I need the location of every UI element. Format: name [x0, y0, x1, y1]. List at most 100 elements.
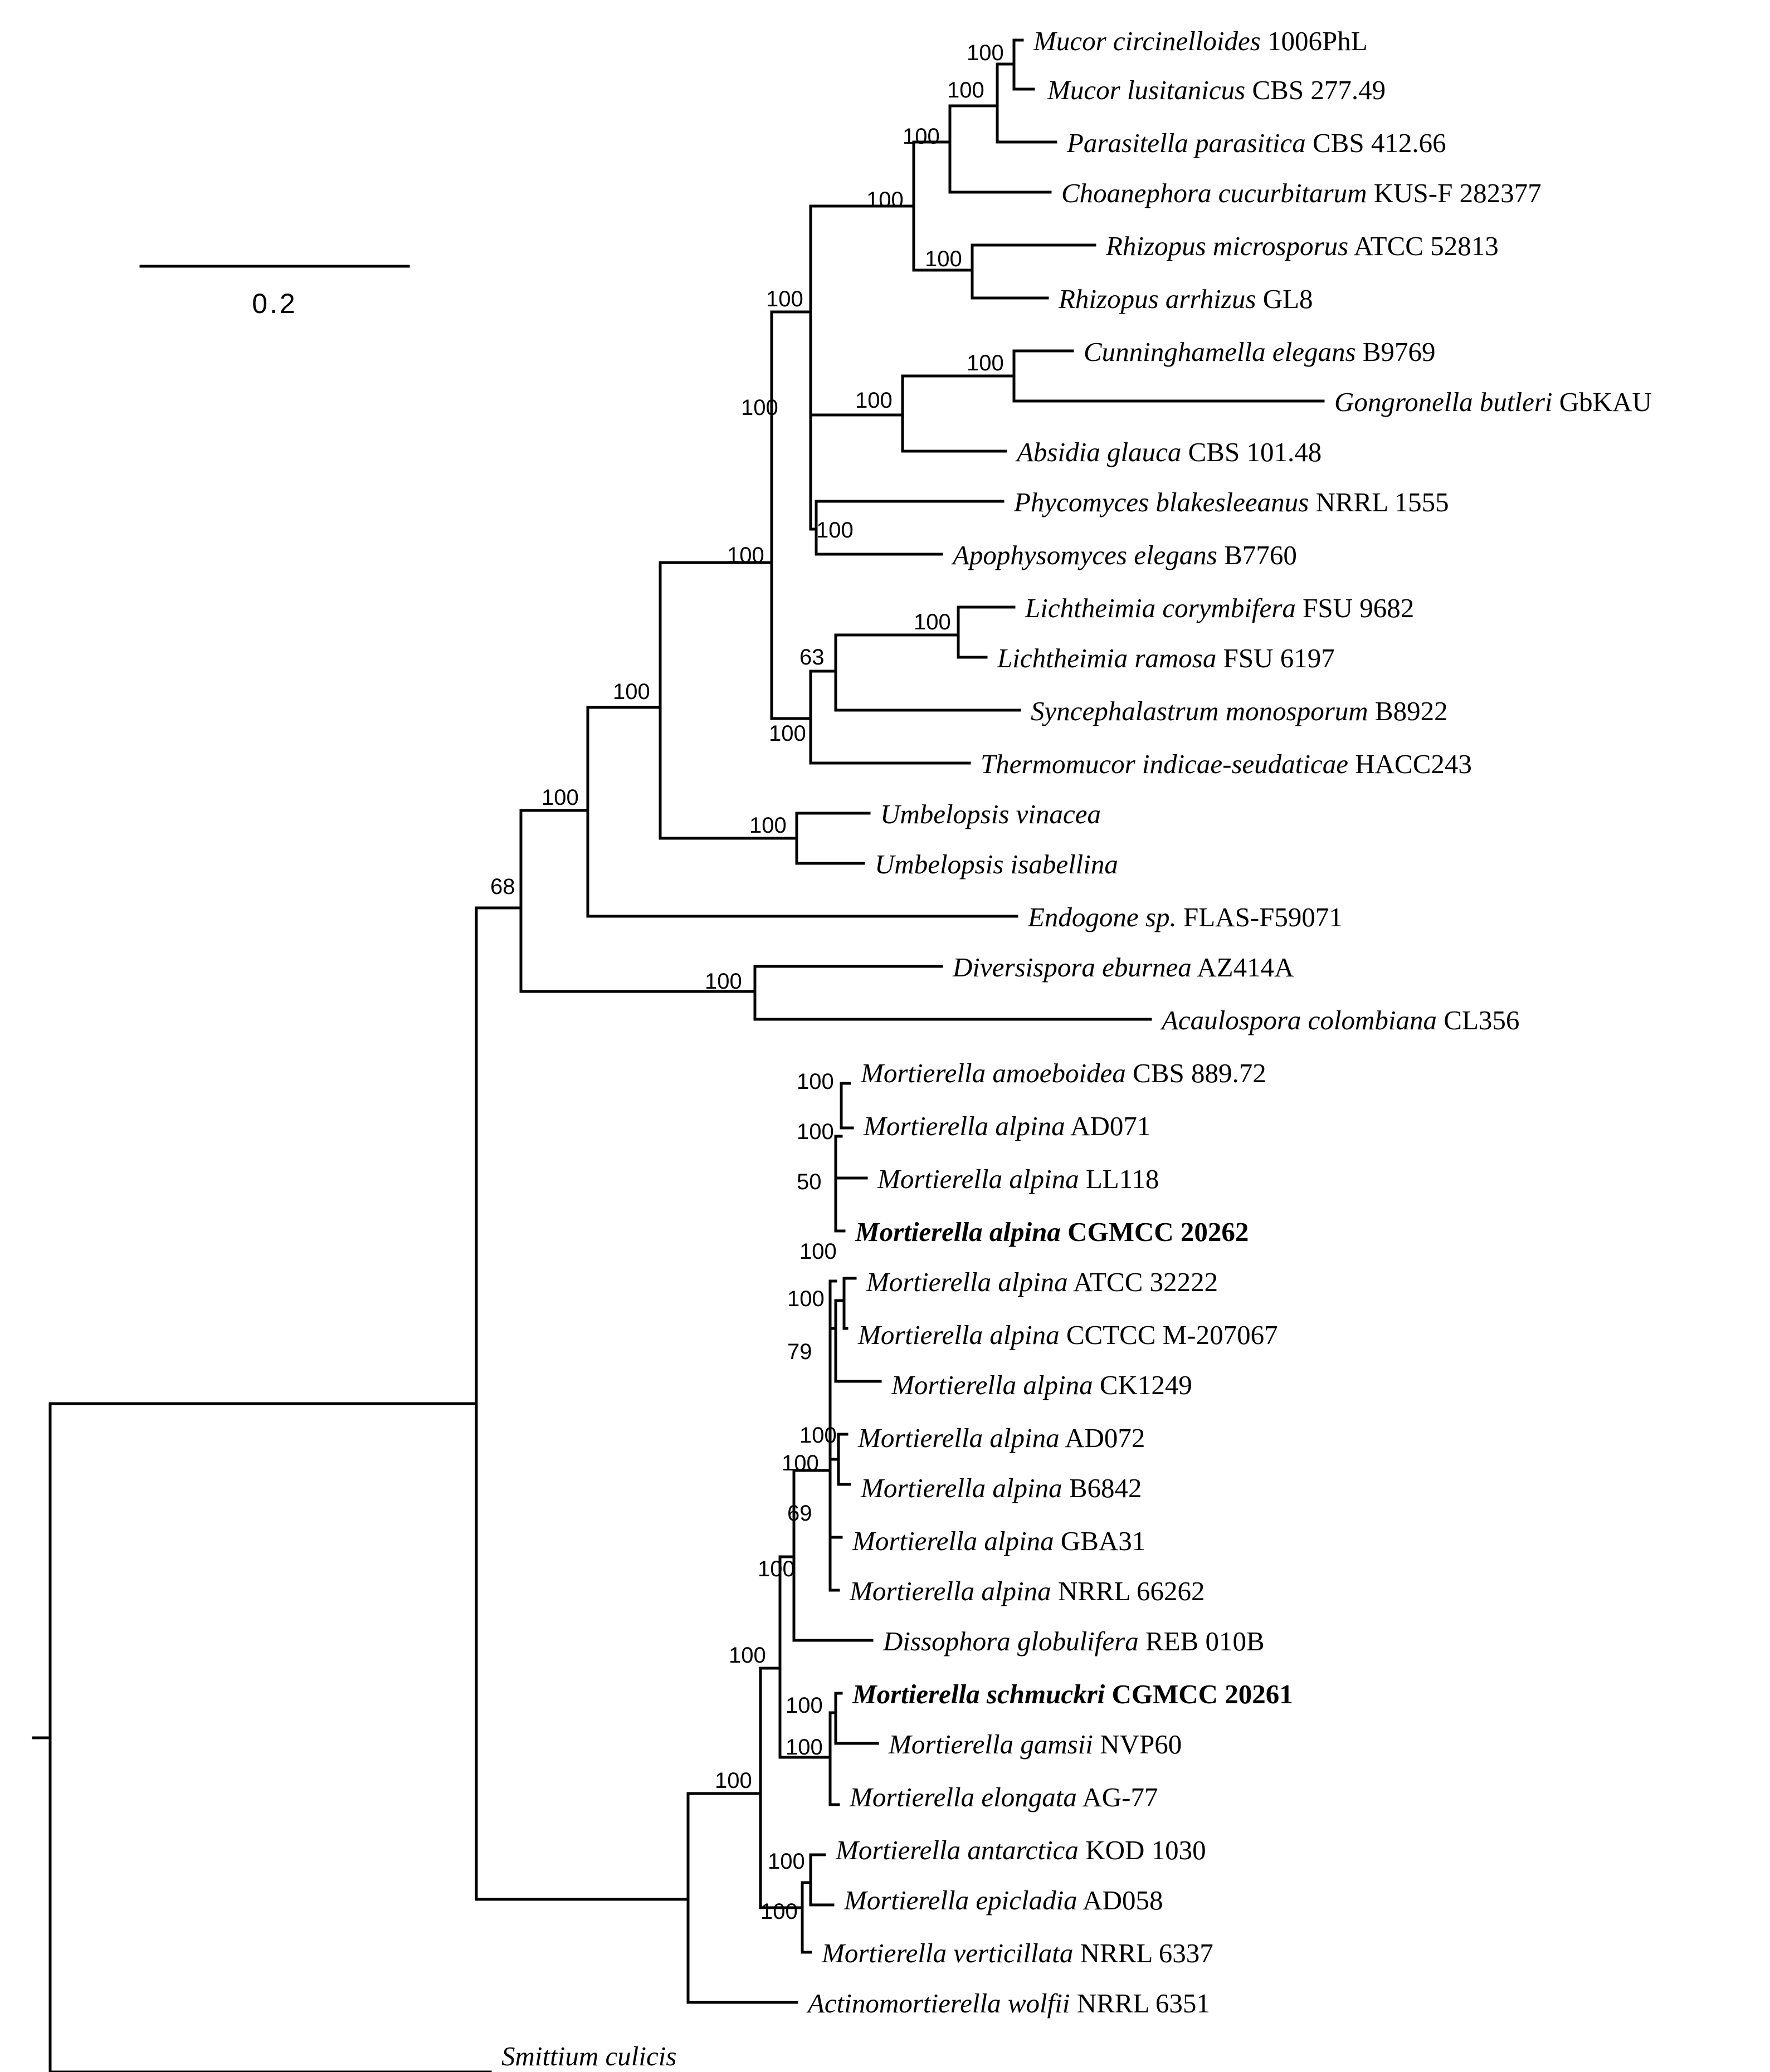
tree-branches — [32, 38, 1325, 2072]
support-value: 100 — [766, 287, 803, 311]
taxon-strain: CCTCC M-207067 — [1060, 1320, 1278, 1350]
taxon-labels: Mucor circinelloides 1006PhL Mucor lusit… — [501, 26, 1652, 2071]
taxon-strain: B8922 — [1368, 696, 1448, 726]
taxon-strain: AD072 — [1060, 1423, 1145, 1453]
taxon-strain: GBA31 — [1054, 1526, 1146, 1556]
support-values: 100 100 100 100 100 100 100 100 100 100 … — [490, 41, 1004, 1924]
support-value: 100 — [967, 351, 1004, 375]
taxon-label: Mortierella amoeboidea CBS 889.72 — [860, 1058, 1266, 1088]
taxon-label: Mortierella antarctica KOD 1030 — [835, 1835, 1206, 1865]
taxon-strain: AG-77 — [1077, 1782, 1158, 1812]
taxon-species: Lichtheimia corymbifera — [1025, 593, 1296, 623]
taxon-strain: FSU 9682 — [1296, 593, 1414, 623]
taxon-strain: NRRL 6337 — [1073, 1938, 1213, 1968]
taxon-strain: REB 010B — [1139, 1626, 1265, 1656]
taxon-label: Parasitella parasitica CBS 412.66 — [1066, 128, 1446, 158]
taxon-species: Absidia glauca — [1015, 437, 1181, 467]
taxon-species: Mortierella elongata — [849, 1782, 1077, 1812]
taxon-species: Mortierella alpina — [860, 1473, 1062, 1503]
support-value: 100 — [749, 813, 787, 838]
scale-bar-label: 0.2 — [252, 288, 298, 319]
taxon-species: Smittium culicis — [501, 2041, 676, 2071]
taxon-strain: CBS 412.66 — [1306, 128, 1446, 158]
taxon-strain: CBS 889.72 — [1126, 1058, 1266, 1088]
taxon-species: Diversispora eburnea — [952, 952, 1192, 983]
taxon-strain: ATCC 32222 — [1068, 1267, 1218, 1297]
taxon-label: Mortierella verticillata NRRL 6337 — [821, 1938, 1213, 1968]
support-value: 100 — [799, 1423, 837, 1448]
taxon-species: Dissophora globulifera — [882, 1626, 1139, 1656]
taxon-label: Mortierella alpina GBA31 — [852, 1526, 1145, 1556]
taxon-label: Umbelopsis vinacea — [880, 799, 1101, 829]
taxon-label: Diversispora eburnea AZ414A — [952, 952, 1294, 983]
taxon-species: Mortierella alpina — [866, 1267, 1068, 1297]
support-value: 100 — [866, 188, 904, 212]
taxon-species: Mucor circinelloides — [1033, 26, 1261, 56]
taxon-label: Choanephora cucurbitarum KUS-F 282377 — [1061, 178, 1542, 208]
taxon-species: Mortierella alpina — [855, 1216, 1061, 1247]
support-value: 100 — [727, 543, 764, 568]
taxon-species: Lichtheimia ramosa — [997, 643, 1216, 673]
taxon-strain: HACC243 — [1348, 749, 1472, 779]
taxon-label: Rhizopus microsporus ATCC 52813 — [1105, 231, 1499, 261]
taxon-strain: CL356 — [1437, 1005, 1519, 1035]
taxon-strain: NRRL 66262 — [1051, 1576, 1205, 1606]
support-value: 69 — [787, 1501, 812, 1526]
taxon-label: Mortierella alpina CCTCC M-207067 — [857, 1320, 1278, 1350]
taxon-strain: CBS 101.48 — [1181, 437, 1322, 467]
taxon-strain: AD071 — [1065, 1111, 1151, 1141]
taxon-strain: GL8 — [1256, 284, 1313, 314]
taxon-label: Mortierella elongata AG-77 — [849, 1782, 1158, 1812]
taxon-species: Mortierella epicladia — [843, 1885, 1077, 1915]
support-value: 100 — [715, 1768, 752, 1793]
taxon-strain: B6842 — [1062, 1473, 1142, 1503]
taxon-label: Syncephalastrum monosporum B8922 — [1031, 696, 1448, 726]
taxon-label: Mortierella alpina CGMCC 20262 — [855, 1216, 1249, 1247]
taxon-species: Mortierella alpina — [877, 1164, 1079, 1194]
support-value: 100 — [760, 1899, 798, 1924]
taxon-species: Mortierella alpina — [849, 1576, 1051, 1606]
taxon-species: Syncephalastrum monosporum — [1031, 696, 1368, 726]
taxon-species: Thermomucor indicae-seudaticae — [981, 749, 1348, 779]
taxon-species: Mortierella alpina — [863, 1111, 1065, 1141]
taxon-species: Acaulospora colombiana — [1160, 1005, 1437, 1035]
taxon-strain: AD058 — [1077, 1885, 1163, 1915]
taxon-species: Mortierella antarctica — [835, 1835, 1079, 1865]
support-value: 100 — [786, 1693, 823, 1718]
taxon-strain: FSU 6197 — [1216, 643, 1334, 673]
taxon-label: Rhizopus arrhizus GL8 — [1058, 284, 1313, 314]
taxon-label: Phycomyces blakesleeanus NRRL 1555 — [1013, 487, 1449, 517]
taxon-label: Cunninghamella elegans B9769 — [1084, 336, 1436, 367]
taxon-strain: NRRL 1555 — [1309, 487, 1449, 517]
support-value: 100 — [797, 1069, 834, 1094]
taxon-species: Actinomortierella wolfii — [806, 1988, 1070, 2019]
taxon-strain: LL118 — [1079, 1164, 1159, 1194]
taxon-species: Mortierella alpina — [852, 1526, 1054, 1556]
taxon-species: Mortierella alpina — [857, 1423, 1060, 1453]
support-value: 100 — [947, 78, 984, 102]
support-value: 100 — [741, 395, 778, 420]
support-value: 100 — [797, 1120, 834, 1144]
taxon-species: Mucor lusitanicus — [1047, 75, 1245, 105]
support-value: 100 — [542, 785, 579, 810]
taxon-species: Cunninghamella elegans — [1084, 336, 1356, 367]
support-value: 100 — [613, 680, 650, 704]
taxon-species: Mortierella alpina — [891, 1370, 1093, 1400]
taxon-strain: CK1249 — [1093, 1370, 1192, 1400]
taxon-strain: CGMCC 20262 — [1061, 1216, 1249, 1247]
taxon-label: Mortierella alpina B6842 — [860, 1473, 1142, 1503]
taxon-label: Apophysomyces elegans B7760 — [951, 540, 1297, 570]
taxon-species: Apophysomyces elegans — [951, 540, 1217, 570]
taxon-species: Mortierella gamsii — [888, 1729, 1093, 1760]
taxon-label: Mortierella alpina NRRL 66262 — [849, 1576, 1205, 1606]
taxon-label: Mucor circinelloides 1006PhL — [1033, 26, 1368, 56]
taxon-species: Mortierella alpina — [857, 1320, 1060, 1350]
taxon-strain: 1006PhL — [1261, 26, 1368, 56]
taxon-strain: CGMCC 20261 — [1105, 1679, 1293, 1709]
support-value: 100 — [816, 518, 854, 543]
taxon-species: Mortierella verticillata — [821, 1938, 1073, 1968]
taxon-label: Endogone sp. FLAS-F59071 — [1027, 902, 1343, 932]
taxon-species: Phycomyces blakesleeanus — [1013, 487, 1309, 517]
